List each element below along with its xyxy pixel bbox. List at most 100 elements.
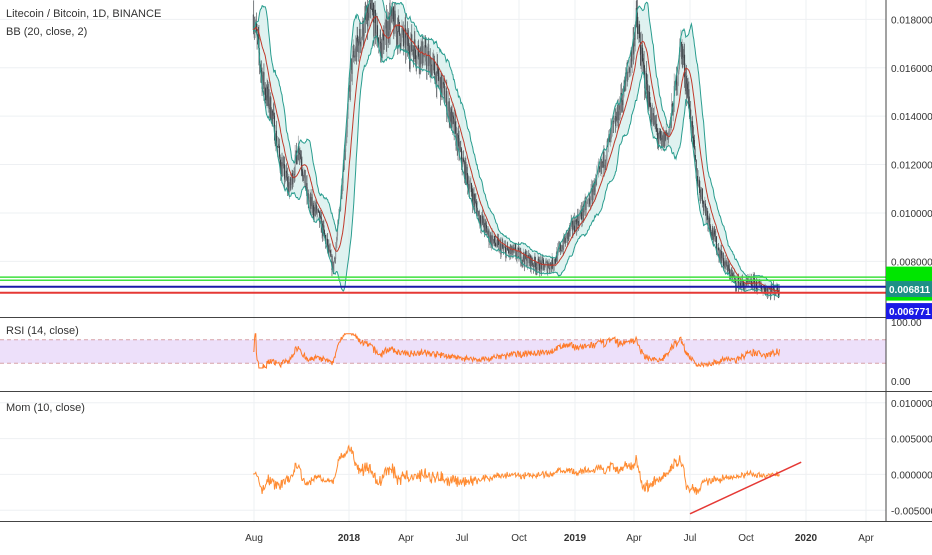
candle-body (473, 193, 475, 200)
candle-body (578, 222, 580, 226)
candle-body (549, 268, 551, 270)
candle-body (520, 250, 522, 263)
candle-body (528, 258, 530, 264)
candle-body (541, 263, 543, 270)
candle-body (600, 161, 602, 168)
candle-body (759, 284, 761, 286)
candle-body (357, 41, 359, 43)
candle-body (546, 261, 548, 272)
candle-body (333, 257, 335, 262)
rsi-axis[interactable]: 100.00 0.00 (891, 318, 922, 388)
candle-body (399, 34, 401, 47)
candle-body (280, 167, 282, 174)
candle-body (457, 135, 459, 152)
candle-body (486, 228, 488, 235)
candle-body (430, 64, 432, 78)
candle-body (570, 221, 572, 226)
candle-body (357, 35, 359, 43)
candle-body (378, 43, 380, 45)
price-tag-label: 0.006811 (889, 285, 931, 296)
price-axis[interactable]: 0.018000 0.016000 0.014000 0.012000 0.010000… (891, 15, 932, 268)
candle-body (424, 45, 426, 46)
candle-body (397, 19, 399, 45)
candle-body (633, 38, 635, 54)
candle-body (641, 44, 643, 54)
candle-body (460, 148, 462, 151)
candle-body (609, 134, 611, 143)
candle-body (495, 244, 497, 246)
candle-body (270, 97, 272, 119)
momentum-axis-tick: 0.010000 (891, 399, 932, 410)
candle-body (622, 96, 624, 106)
rsi-indicator-label[interactable]: RSI (14, close) (6, 325, 79, 337)
candle-body (589, 203, 591, 205)
candle-body (658, 138, 660, 140)
candle-body (270, 118, 272, 122)
candle-body (519, 252, 521, 260)
candle-body (499, 243, 501, 245)
candle-body (682, 46, 684, 57)
time-axis-tick: Jul (684, 533, 697, 544)
candle-body (736, 280, 738, 288)
candle-body (631, 51, 633, 62)
candle-body (779, 286, 781, 295)
candle-body (769, 288, 771, 290)
bb-indicator-label[interactable]: BB (20, close, 2) (6, 26, 87, 38)
trend-line[interactable] (689, 461, 802, 515)
candle-body (288, 182, 290, 193)
candle-body (699, 186, 701, 196)
candle-body (330, 255, 332, 257)
candle-body (665, 132, 667, 140)
momentum-axis[interactable]: 0.010000 0.005000 0.000000 -0.005000 (891, 399, 932, 518)
candle-body (543, 259, 545, 265)
candle-body (350, 66, 352, 92)
candle-body (332, 261, 334, 270)
candles (252, 0, 781, 301)
candle-body (692, 121, 694, 128)
candle-body (287, 177, 289, 187)
candle-body (626, 71, 628, 74)
candle-body (695, 159, 697, 160)
candle-body (454, 121, 456, 127)
candle-body (629, 67, 631, 74)
symbol-title[interactable]: Litecoin / Bitcoin, 1D, BINANCE (6, 8, 161, 20)
candle-body (514, 248, 516, 250)
candle-body (481, 216, 483, 220)
candle-body (484, 222, 486, 232)
candle-body (350, 58, 352, 67)
candle-body (700, 195, 702, 198)
candle-body (474, 200, 476, 206)
candle-body (308, 199, 310, 203)
candle-body (701, 188, 703, 201)
momentum-axis-tick: -0.005000 (891, 506, 932, 517)
grid (0, 0, 886, 521)
candle-body (594, 178, 596, 192)
candle-body (309, 196, 311, 200)
candle-body (773, 288, 775, 295)
candle-body (356, 35, 358, 57)
candle-body (564, 237, 566, 242)
candle-body (505, 249, 507, 258)
price-tag-blue (886, 303, 932, 320)
candle-body (617, 105, 619, 123)
candle-body (412, 49, 414, 52)
time-axis[interactable]: Aug 2018 Apr Jul Oct 2019 Apr Jul Oct 2020 Apr (245, 533, 874, 544)
candle-body (571, 220, 573, 231)
candle-body (302, 175, 304, 179)
candle-body (374, 9, 376, 14)
candle-body (443, 82, 445, 84)
time-axis-tick: Aug (245, 533, 263, 544)
candle-body (767, 288, 769, 294)
time-axis-tick: Oct (738, 533, 754, 544)
candle-body (360, 38, 362, 47)
candle-body (391, 9, 393, 17)
candle-body (380, 41, 382, 49)
candle-body (324, 234, 326, 237)
candle-body (704, 203, 706, 205)
candle-body (642, 62, 644, 64)
candle-body (343, 169, 345, 170)
candle-body (761, 288, 763, 292)
candle-body (696, 176, 698, 179)
mom-indicator-label[interactable]: Mom (10, close) (6, 402, 85, 414)
candle-body (256, 30, 258, 37)
